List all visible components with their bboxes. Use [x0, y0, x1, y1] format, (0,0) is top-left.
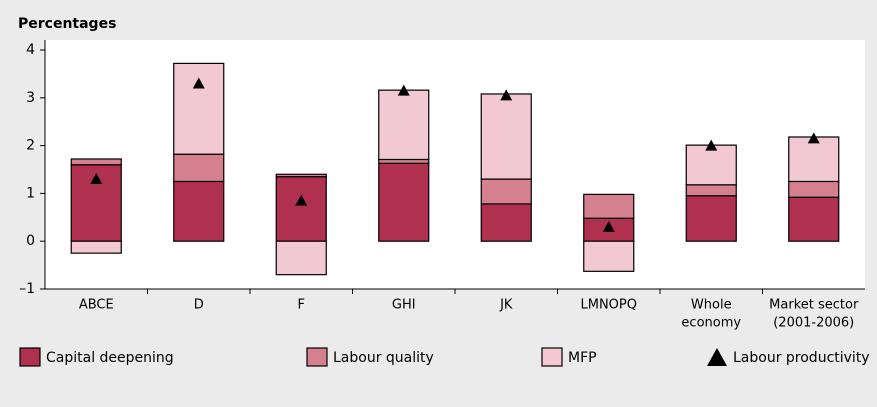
- bar-segment: [70, 240, 122, 254]
- bar-segment: [685, 184, 737, 197]
- y-tick-label: 4: [26, 42, 35, 58]
- x-tick-label: LMNOPQ: [581, 298, 638, 313]
- bar-segment: [173, 180, 225, 242]
- legend-swatch: [19, 347, 41, 367]
- marker: [602, 220, 615, 232]
- legend-swatch: [541, 347, 563, 367]
- bar-segment: [685, 195, 737, 242]
- y-tick-label: –1: [19, 281, 35, 297]
- bar-segment: [480, 178, 532, 205]
- marker: [295, 194, 308, 206]
- plot-area: [45, 40, 865, 289]
- marker: [705, 139, 718, 151]
- bar-segment: [480, 203, 532, 242]
- x-tick-label: (2001-2006): [773, 316, 854, 331]
- legend-marker: [707, 348, 727, 366]
- marker: [500, 89, 513, 101]
- bar-segment: [788, 136, 840, 183]
- bar-segment: [583, 193, 635, 219]
- bar-segment: [275, 176, 327, 242]
- legend-label: Labour quality: [333, 350, 434, 366]
- y-tick-label: 1: [26, 185, 35, 201]
- legend-label: Capital deepening: [46, 350, 174, 366]
- chart-title: Percentages: [18, 16, 116, 32]
- legend-swatch: [306, 347, 328, 367]
- marker: [192, 77, 205, 89]
- x-tick-label: Market sector: [769, 298, 859, 313]
- bar-segment: [788, 180, 840, 198]
- x-tick-label: D: [194, 298, 204, 313]
- bar-segment: [275, 173, 327, 178]
- x-tick-label: JK: [499, 298, 513, 313]
- bar-segment: [480, 93, 532, 180]
- bar-segment: [378, 89, 430, 161]
- x-tick-label: F: [298, 298, 305, 313]
- bar-segment: [173, 153, 225, 183]
- marker: [90, 173, 103, 185]
- x-tick-label: GHI: [392, 298, 416, 313]
- marker: [807, 132, 820, 144]
- legend-label: Labour productivity: [733, 350, 870, 366]
- x-tick-label: Whole: [691, 298, 732, 313]
- bar-segment: [685, 144, 737, 186]
- y-tick-label: 0: [26, 233, 35, 249]
- y-tick-label: 2: [26, 138, 35, 154]
- bar-segment: [70, 158, 122, 166]
- legend-label: MFP: [568, 350, 597, 366]
- bar-segment: [275, 240, 327, 276]
- x-tick-label: ABCE: [79, 298, 114, 313]
- marker: [397, 84, 410, 96]
- bar-segment: [173, 62, 225, 155]
- y-tick-label: 3: [26, 90, 35, 106]
- x-tick-label: economy: [681, 316, 741, 331]
- bar-segment: [583, 240, 635, 272]
- bar-segment: [788, 196, 840, 242]
- bar-segment: [378, 162, 430, 242]
